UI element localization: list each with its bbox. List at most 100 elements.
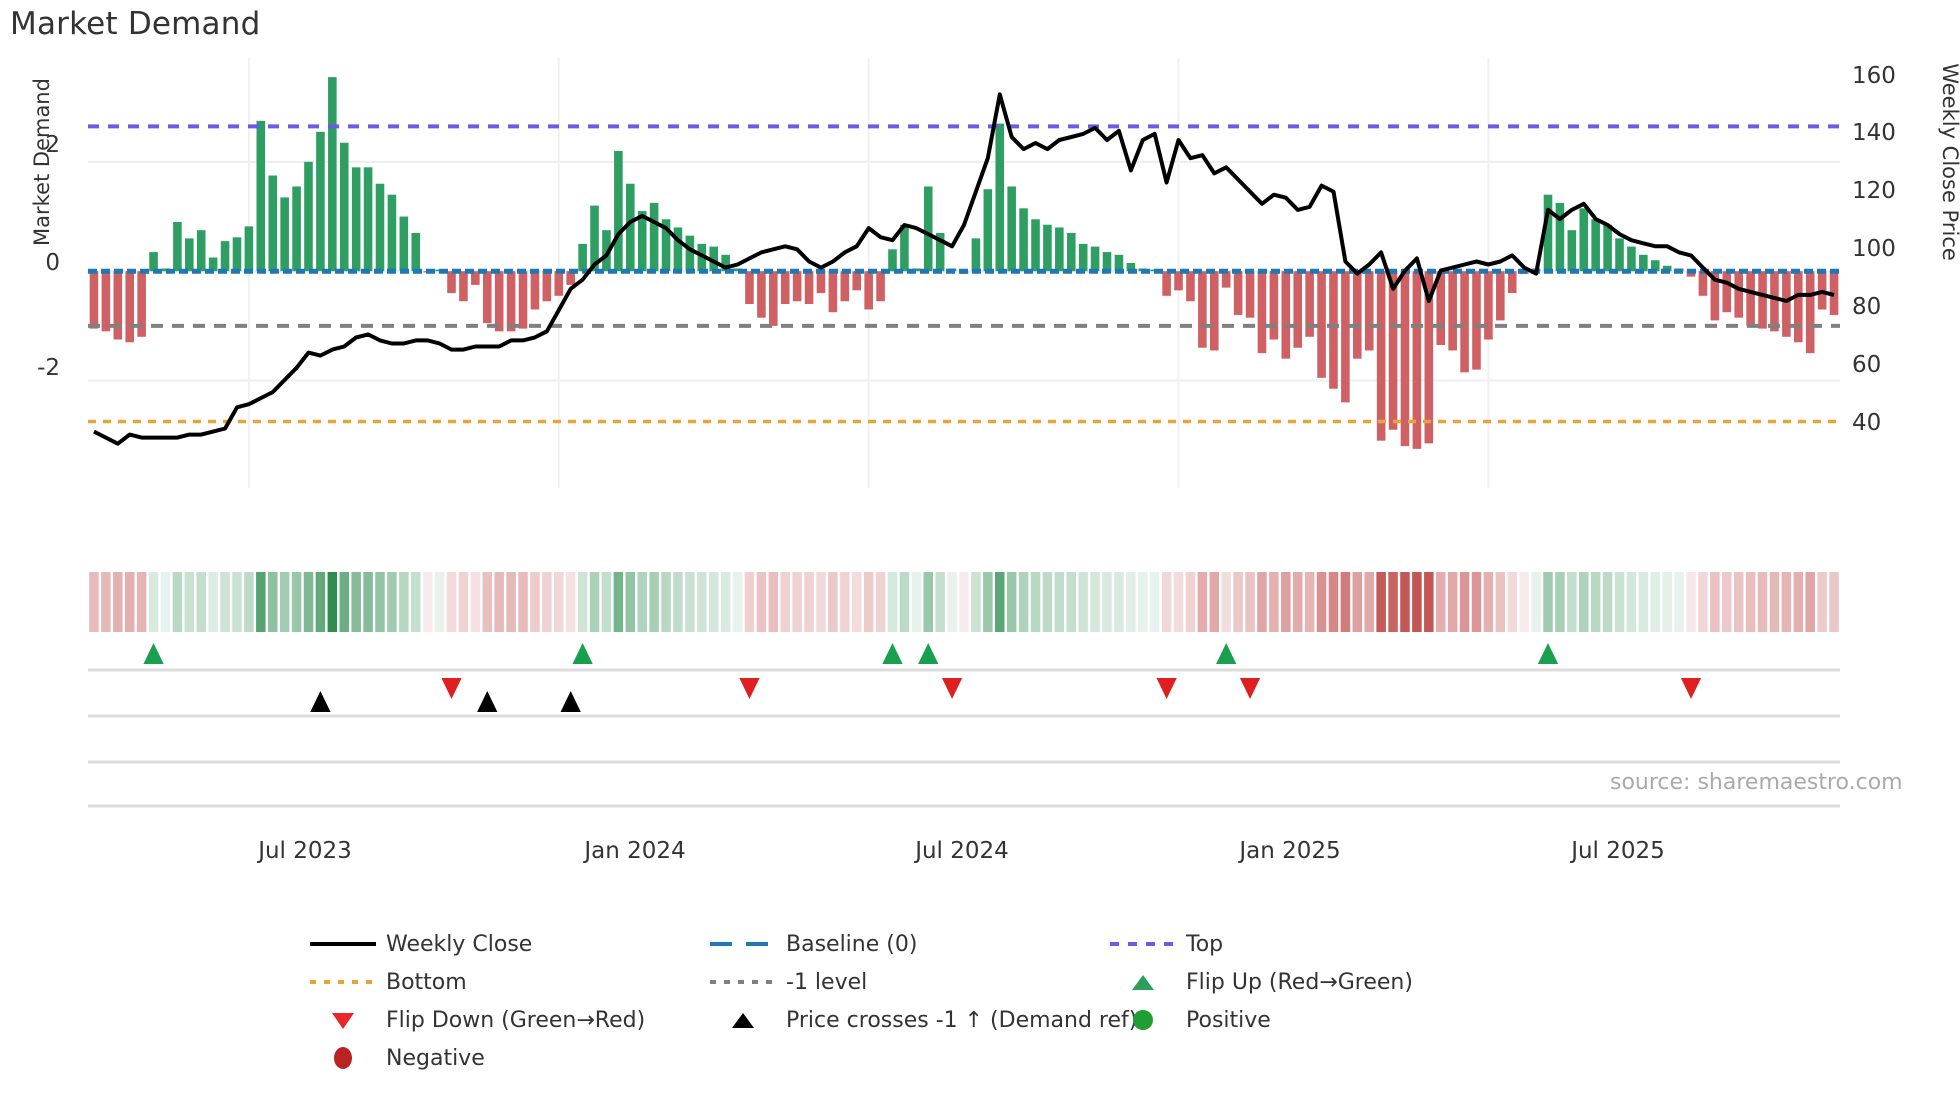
legend-item-bottom[interactable]: Bottom: [300, 963, 700, 1001]
demand-bar: [1174, 271, 1183, 291]
x-tick-0: Jul 2023: [258, 838, 352, 864]
flip-up-marker: [882, 643, 903, 665]
heatmap-cell: [744, 572, 755, 632]
legend-item-positive[interactable]: Positive: [1100, 1001, 1520, 1039]
legend-item-top[interactable]: Top: [1100, 925, 1520, 963]
heatmap-cell: [1078, 572, 1088, 632]
legend-label: Top: [1186, 931, 1224, 957]
demand-bar: [256, 120, 266, 272]
heatmap-cell: [1793, 572, 1804, 632]
legend-item-minus-one-level[interactable]: -1 level: [700, 963, 1100, 1001]
heatmap-cell: [410, 572, 421, 632]
heatmap-cell: [1781, 572, 1792, 632]
demand-bar: [196, 230, 206, 272]
legend-label: Price crosses -1 ↑ (Demand ref): [786, 1007, 1138, 1033]
flip-up-marker: [1537, 643, 1559, 665]
heatmap-cell: [89, 572, 99, 632]
demand-bar: [792, 271, 802, 302]
circle-green-icon: [1100, 1009, 1186, 1031]
heatmap-cell: [315, 572, 326, 632]
heatmap-cell: [1626, 572, 1637, 632]
demand-bar: [1090, 246, 1100, 272]
heatmap-cell: [1233, 572, 1243, 632]
legend-item-flip-down[interactable]: Flip Down (Green→Red): [300, 1001, 700, 1039]
demand-bar: [459, 271, 468, 302]
legend-item-baseline[interactable]: Baseline (0): [700, 925, 1100, 963]
demand-bar: [185, 238, 194, 272]
heatmap-cell: [1304, 572, 1315, 632]
demand-bar: [602, 230, 611, 272]
heatmap-cell: [101, 572, 111, 632]
y-tick-right-1: 140: [1852, 120, 1896, 146]
y-tick-left-1: 0: [45, 250, 60, 276]
legend-spacer-b: [1100, 1039, 1520, 1077]
heatmap-cell: [1638, 572, 1649, 632]
heatmap-cell: [1447, 572, 1458, 632]
heatmap-cell: [1567, 572, 1577, 632]
circle-darkred-icon: [300, 1046, 386, 1070]
heatmap-cell: [685, 572, 695, 632]
demand-bar: [1710, 271, 1720, 321]
demand-bar: [780, 271, 790, 304]
demand-bar: [1424, 271, 1434, 444]
demand-bar: [1686, 271, 1696, 277]
heatmap-cell: [1364, 572, 1374, 632]
legend-item-negative[interactable]: Negative: [300, 1039, 700, 1077]
demand-bar: [661, 219, 671, 272]
demand-bar: [1782, 271, 1791, 337]
heatmap-cell: [458, 572, 469, 632]
heatmap-cell: [1030, 572, 1041, 632]
dotted-line-purple-icon: [1100, 936, 1186, 952]
heatmap-cell: [1006, 572, 1017, 632]
heatmap-cell: [208, 572, 218, 632]
heatmap-cell: [1102, 572, 1112, 632]
demand-bar: [1078, 243, 1088, 272]
demand-bar: [1484, 271, 1493, 340]
demand-bar: [1329, 271, 1338, 389]
heatmap-cell: [554, 572, 564, 632]
demand-bar: [983, 189, 993, 272]
flip-up-marker: [918, 643, 939, 665]
heatmap-cell: [935, 572, 945, 632]
legend-item-flip-up[interactable]: Flip Up (Red→Green): [1100, 963, 1520, 1001]
demand-bar: [1758, 271, 1767, 329]
heatmap-cell: [363, 572, 373, 632]
legend-item-price-cross[interactable]: Price crosses -1 ↑ (Demand ref): [700, 1001, 1137, 1039]
heatmap-cell: [1292, 572, 1303, 632]
heatmap-cell: [1114, 572, 1124, 632]
flip-down-marker: [1156, 677, 1177, 699]
demand-bar: [709, 246, 719, 272]
heatmap-cell: [494, 572, 504, 632]
heatmap-cell: [470, 572, 481, 632]
y-tick-right-5: 60: [1852, 352, 1882, 378]
demand-bar: [1019, 208, 1028, 272]
demand-bar: [89, 271, 99, 329]
heatmap-cell: [959, 572, 969, 632]
demand-bar: [1543, 194, 1553, 272]
heatmap-cell: [780, 572, 790, 632]
legend-label: Flip Down (Green→Red): [386, 1007, 646, 1033]
heatmap-cell: [339, 572, 350, 632]
legend-label: Baseline (0): [786, 931, 918, 957]
weekly-close-line: [93, 92, 1835, 446]
demand-bar: [363, 167, 373, 272]
demand-bar: [625, 183, 635, 272]
legend-item-weekly-close[interactable]: Weekly Close: [300, 925, 700, 963]
heatmap-cell: [899, 572, 910, 632]
chart-canvas: [88, 58, 1840, 808]
demand-bar: [137, 271, 146, 337]
heatmap-cell: [637, 572, 647, 632]
heatmap-cell: [351, 572, 361, 632]
flip-down-marker: [739, 677, 760, 699]
demand-bar: [554, 271, 564, 296]
heatmap-cell: [113, 572, 123, 632]
demand-bar: [1043, 224, 1052, 272]
demand-bar: [411, 232, 421, 272]
x-tick-1: Jan 2024: [584, 838, 686, 864]
triangle-down-red-icon: [300, 1009, 386, 1031]
heatmap-cell: [1650, 572, 1661, 632]
demand-bar: [316, 131, 325, 272]
demand-bar: [1460, 271, 1469, 373]
legend-label: Bottom: [386, 969, 467, 995]
